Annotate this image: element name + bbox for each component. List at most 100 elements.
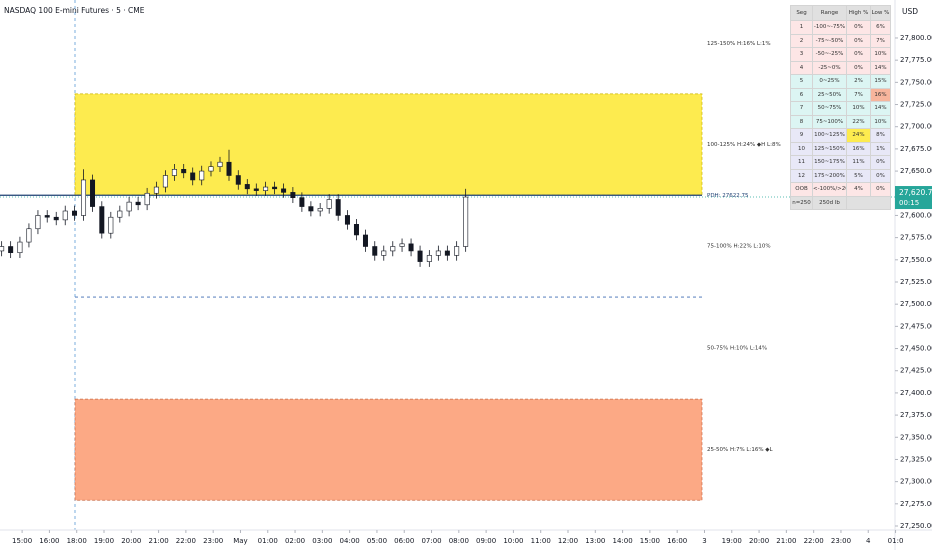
y-tick-label: 27,350.00 xyxy=(900,433,932,441)
last-price-label: 27,620.75 xyxy=(899,188,932,197)
x-tick-label: 16:00 xyxy=(39,537,59,545)
table-cell: 7% xyxy=(870,33,891,48)
candle-body xyxy=(117,210,123,218)
candle-body xyxy=(135,201,141,206)
x-tick-label: 02:00 xyxy=(285,537,305,545)
footer-cell: 250d lb xyxy=(812,195,847,210)
x-tick-label: 16:00 xyxy=(667,537,687,545)
candle-body xyxy=(299,197,305,207)
candle-body xyxy=(35,215,41,230)
table-footer-row: n=250 250d lb xyxy=(790,195,891,210)
candle-body xyxy=(463,196,469,247)
candle-body xyxy=(417,250,423,262)
candle-body xyxy=(44,215,50,218)
table-header-row: Seg Range High % Low % xyxy=(790,5,891,21)
table-cell: 10 xyxy=(790,141,813,156)
y-tick-label: 27,725.00 xyxy=(900,101,932,109)
x-tick-label: 20:00 xyxy=(121,537,141,545)
table-cell: 10% xyxy=(870,114,891,129)
candle-body xyxy=(153,186,159,194)
table-row: 11 150~175% 11% 0% xyxy=(790,155,891,170)
table-cell: -75~-50% xyxy=(812,33,847,48)
candle-body xyxy=(272,186,278,190)
table-cell: 16% xyxy=(846,141,871,156)
x-tick-label: May xyxy=(233,537,247,545)
x-tick-label: 10:00 xyxy=(503,537,523,545)
table-cell: -25~0% xyxy=(812,60,847,75)
candle-body xyxy=(435,250,441,256)
candle-body xyxy=(108,216,114,234)
table-cell: 14% xyxy=(870,101,891,116)
x-tick-label: 05:00 xyxy=(367,537,387,545)
candle-body xyxy=(99,206,105,234)
y-tick-label: 27,400.00 xyxy=(900,389,932,397)
table-cell: 6% xyxy=(870,20,891,35)
candle-body xyxy=(162,175,168,188)
candle-body xyxy=(72,210,78,216)
table-cell: 0% xyxy=(846,47,871,62)
candle-body xyxy=(353,224,359,236)
y-tick-label: 27,475.00 xyxy=(900,322,932,330)
table-row: 6 25~50% 7% 16% xyxy=(790,87,891,102)
candle-body xyxy=(253,188,259,191)
x-tick-label: 01:0 xyxy=(888,537,904,545)
y-tick-label: 27,800.00 xyxy=(900,34,932,42)
candle-body xyxy=(17,241,23,254)
x-tick-label: 4 xyxy=(866,537,871,545)
table-cell: 100~125% xyxy=(812,128,847,143)
x-tick-label: 04:00 xyxy=(340,537,360,545)
last-price-tag xyxy=(895,186,932,210)
x-tick-label: 20:00 xyxy=(749,537,769,545)
table-cell: 8 xyxy=(790,114,813,129)
candle-body xyxy=(144,192,150,206)
table-row: 1 -100~-75% 0% 6% xyxy=(790,20,891,35)
table-cell: 0% xyxy=(870,182,891,197)
table-cell: 14% xyxy=(870,60,891,75)
zone-label: 75-100% H:22% L:10% xyxy=(707,244,771,250)
candle-body xyxy=(8,246,14,254)
candle-body xyxy=(335,199,341,216)
x-tick-label: 01:00 xyxy=(258,537,278,545)
candle-body xyxy=(181,169,187,174)
candle-body xyxy=(208,166,214,172)
table-cell: 175~200% xyxy=(812,168,847,183)
x-tick-label: 12:00 xyxy=(558,537,578,545)
table-cell: 75~100% xyxy=(812,114,847,129)
y-tick-label: 27,325.00 xyxy=(900,455,932,463)
zone-label: 25-50% H:7% L:16% ◆L xyxy=(707,447,774,453)
candle-body xyxy=(372,246,378,256)
x-tick-label: 21:00 xyxy=(776,537,796,545)
table-cell: 3 xyxy=(790,47,813,62)
currency-label: USD xyxy=(902,7,918,16)
table-cell: 15% xyxy=(870,74,891,89)
y-tick-label: 27,575.00 xyxy=(900,234,932,242)
header-cell: High % xyxy=(846,5,871,21)
table-cell: <-100%/>200% xyxy=(812,182,847,197)
candle-body xyxy=(390,246,396,252)
stats-table-body: Seg Range High % Low % 1 -100~-75% 0% 6% 2 -75~-5… xyxy=(790,5,891,210)
table-cell: 11% xyxy=(846,155,871,170)
y-tick-label: 27,275.00 xyxy=(900,500,932,508)
table-cell: 150~175% xyxy=(812,155,847,170)
x-tick-label: 03:00 xyxy=(312,537,332,545)
candle-body xyxy=(263,186,269,191)
y-tick-label: 27,675.00 xyxy=(900,145,932,153)
candle-body xyxy=(199,170,205,181)
x-tick-label: 22:00 xyxy=(176,537,196,545)
candle-body xyxy=(90,179,96,207)
x-tick-label: 15:00 xyxy=(640,537,660,545)
zone-label: 100-125% H:24% ◆H L:8% xyxy=(707,142,781,148)
x-tick-label: 19:00 xyxy=(94,537,114,545)
candle-body xyxy=(53,216,59,221)
table-cell: 0% xyxy=(846,60,871,75)
zone-box xyxy=(74,93,703,196)
candle-body xyxy=(326,199,332,209)
y-tick-label: 27,700.00 xyxy=(900,123,932,131)
table-cell: 24% xyxy=(846,128,871,143)
candle-body xyxy=(454,246,460,256)
y-tick-label: 27,650.00 xyxy=(900,167,932,175)
candle-body xyxy=(26,228,32,243)
x-tick-label: 07:00 xyxy=(421,537,441,545)
candle-body xyxy=(426,255,432,262)
